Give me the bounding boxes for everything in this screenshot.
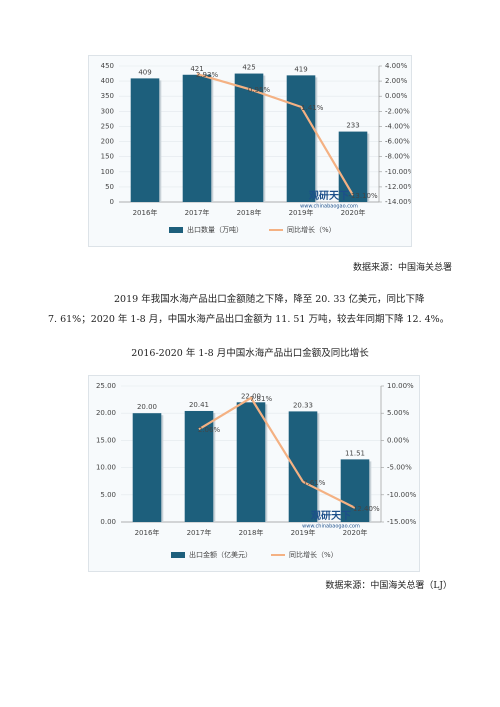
bar-value-label: 11.51 xyxy=(345,449,365,457)
y2-tick-label: -4.00% xyxy=(385,122,410,130)
source-note: 数据来源：中国海关总署 xyxy=(352,263,452,273)
y-tick-label: 400 xyxy=(101,77,114,85)
bar xyxy=(132,413,162,522)
x-tick-label: 2016年 xyxy=(135,528,160,537)
y2-tick-label: -10.00% xyxy=(387,491,417,499)
y-tick-label: 450 xyxy=(101,62,114,70)
line-value-label: -7.61% xyxy=(301,479,326,487)
y2-tick-label: 0.00% xyxy=(387,436,410,444)
y-tick-label: 0.00 xyxy=(100,518,116,526)
legend-label: 同比增长（%） xyxy=(289,550,338,559)
source-note: 数据来源：中国海关总署（LJ） xyxy=(325,581,452,591)
bar-value-label: 20.33 xyxy=(293,401,313,409)
y2-tick-label: 2.00% xyxy=(385,77,408,85)
y-tick-label: 50 xyxy=(105,183,114,191)
bar xyxy=(286,75,316,202)
y-tick-label: 15.00 xyxy=(96,436,116,444)
bar-value-label: 22.00 xyxy=(241,392,261,400)
x-tick-label: 2017年 xyxy=(187,528,212,537)
y-tick-label: 10.00 xyxy=(96,464,116,472)
x-tick-label: 2018年 xyxy=(237,208,262,217)
y-tick-label: 0 xyxy=(110,198,114,206)
legend-swatch xyxy=(171,552,185,558)
watermark: www.chinabaogao.com xyxy=(300,204,358,210)
chart: 0.00 5.00 10.00 15.00 20.00 25.00 -15.00% -10.0… xyxy=(88,375,420,572)
line-value-label: -13.10% xyxy=(348,192,378,200)
y-tick-label: 200 xyxy=(101,138,114,146)
y2-tick-label: -5.00% xyxy=(387,464,412,472)
line-value-label: 2.93% xyxy=(196,71,219,79)
line xyxy=(196,73,354,196)
bar-value-label: 20.00 xyxy=(137,403,157,411)
bar xyxy=(338,131,368,202)
x-tick-label: 2019年 xyxy=(291,528,316,537)
y-tick-label: 350 xyxy=(101,92,114,100)
y2-tick-label: -6.00% xyxy=(385,138,410,146)
bar-value-label: 409 xyxy=(138,68,151,76)
y2-tick-label: 5.00% xyxy=(387,409,410,417)
line-value-label: -12.40% xyxy=(350,505,380,513)
bar xyxy=(130,78,160,202)
y-tick-label: 250 xyxy=(101,122,114,130)
y2-tick-label: -8.00% xyxy=(385,153,410,161)
x-tick-label: 2020年 xyxy=(343,528,368,537)
y-tick-label: 300 xyxy=(101,107,114,115)
bar-value-label: 419 xyxy=(294,65,307,73)
paragraph: 2019 年我国水海产品出口金额随之下降，降至 20. 33 亿美元，同比下降 … xyxy=(48,290,458,330)
legend-swatch xyxy=(169,227,183,233)
bar xyxy=(234,73,264,202)
x-tick-label: 2019年 xyxy=(289,208,314,217)
y2-tick-label: -10.00% xyxy=(385,168,412,176)
y-tick-label: 150 xyxy=(101,153,114,161)
bar-value-label: 233 xyxy=(346,122,359,130)
paragraph-line: 7. 61%；2020 年 1-8 月，中国水海产品出口金额为 11. 51 万… xyxy=(48,314,450,325)
x-tick-label: 2017年 xyxy=(185,208,210,217)
bar xyxy=(182,74,212,202)
x-tick-label: 2020年 xyxy=(341,208,366,217)
y-tick-label: 100 xyxy=(101,168,114,176)
x-tick-label: 2018年 xyxy=(239,528,264,537)
y2-tick-label: 4.00% xyxy=(385,62,408,70)
legend-label: 出口金额（亿美元） xyxy=(189,550,252,559)
line-value-label: 0.95% xyxy=(248,86,271,94)
watermark: www.chinabaogao.com xyxy=(302,524,360,530)
watermark: 观研天下 xyxy=(309,190,349,202)
y2-tick-label: -15.00% xyxy=(387,518,417,526)
line-value-label: 7.81% xyxy=(250,395,273,403)
paragraph-line: 2019 年我国水海产品出口金额随之下降，降至 20. 33 亿美元，同比下降 xyxy=(114,294,425,305)
y2-tick-label: 10.00% xyxy=(387,382,414,390)
x-tick-label: 2016年 xyxy=(133,208,158,217)
watermark: 观研天下 xyxy=(311,510,351,522)
bar xyxy=(236,402,266,522)
bar-value-label: 425 xyxy=(242,64,255,72)
y-tick-label: 5.00 xyxy=(100,491,116,499)
line xyxy=(198,396,356,509)
chart-caption: 2016-2020 年 1-8 月中国水海产品出口金额及同比增长 xyxy=(131,348,369,359)
line-value-label: -1.41% xyxy=(299,104,324,112)
bar xyxy=(340,459,370,522)
legend-label: 出口数量（万吨） xyxy=(187,225,243,234)
y2-tick-label: -12.00% xyxy=(385,183,412,191)
y-tick-label: 25.00 xyxy=(96,382,116,390)
y2-tick-label: -14.00% xyxy=(385,198,412,206)
bar-value-label: 20.41 xyxy=(189,401,209,409)
line-value-label: 2.06% xyxy=(198,426,221,434)
chart: 0 50 100 150 200 250 300 350 400 450 -14.00% -12.00… xyxy=(88,55,412,247)
y-tick-label: 20.00 xyxy=(96,409,116,417)
bar xyxy=(184,410,214,522)
legend-label: 同比增长（%） xyxy=(287,225,336,234)
bar-value-label: 421 xyxy=(190,65,203,73)
y2-tick-label: 0.00% xyxy=(385,92,408,100)
y2-tick-label: -2.00% xyxy=(385,107,410,115)
